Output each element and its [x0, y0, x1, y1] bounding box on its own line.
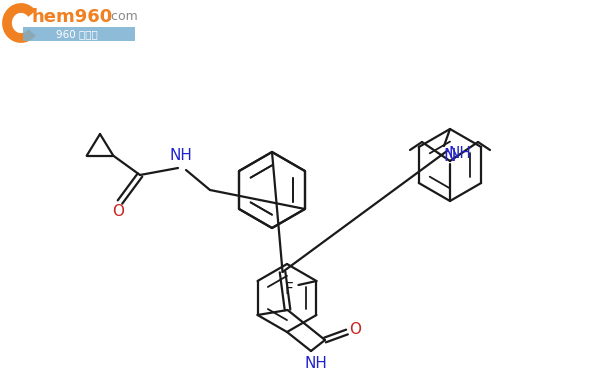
Text: NH: NH: [169, 148, 192, 164]
Text: NH: NH: [304, 356, 327, 370]
Text: hem960: hem960: [31, 8, 113, 26]
Text: F: F: [284, 282, 293, 297]
Text: .com: .com: [108, 10, 139, 24]
Text: 960 化工网: 960 化工网: [56, 29, 98, 39]
Text: NH: NH: [448, 147, 471, 162]
Text: N: N: [443, 147, 456, 165]
Text: O: O: [349, 322, 361, 338]
Text: O: O: [112, 204, 124, 219]
FancyBboxPatch shape: [23, 27, 135, 41]
